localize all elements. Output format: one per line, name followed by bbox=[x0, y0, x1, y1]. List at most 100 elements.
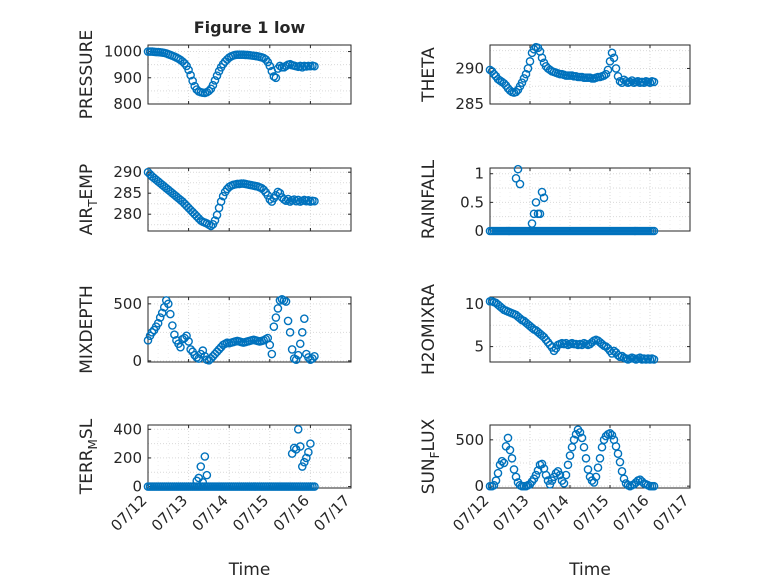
x-axis-label: Time bbox=[568, 560, 611, 580]
data-point bbox=[216, 197, 226, 206]
data-point bbox=[599, 71, 609, 80]
data-point bbox=[265, 340, 275, 350]
y-axis-label-rest: EMP bbox=[77, 164, 97, 200]
data-point bbox=[605, 429, 615, 438]
series-markers bbox=[143, 47, 319, 98]
x-axis-label: Time bbox=[228, 560, 271, 580]
data-point bbox=[147, 328, 157, 337]
data-point bbox=[198, 477, 208, 487]
y-tick-label: 280 bbox=[113, 205, 142, 223]
data-point bbox=[157, 308, 167, 318]
data-point bbox=[505, 445, 515, 455]
data-point bbox=[304, 447, 313, 457]
y-tick-label: 0 bbox=[132, 352, 142, 370]
data-point bbox=[300, 314, 309, 323]
data-point bbox=[271, 73, 281, 83]
data-point bbox=[273, 304, 283, 313]
data-point bbox=[489, 480, 499, 490]
data-point bbox=[591, 472, 601, 482]
data-point bbox=[575, 428, 585, 437]
data-point bbox=[511, 87, 521, 97]
data-point bbox=[507, 454, 517, 463]
data-point bbox=[287, 345, 297, 354]
data-point bbox=[297, 328, 307, 337]
y-axis-label-rest: LUX bbox=[419, 418, 439, 451]
data-point bbox=[649, 355, 659, 364]
data-point bbox=[549, 346, 559, 356]
data-point bbox=[310, 196, 319, 206]
data-point bbox=[143, 336, 153, 345]
panel-pressure: 800 900 1000 PRESSURE Figure 1 low bbox=[77, 18, 352, 119]
y-tick-label: 500 bbox=[455, 431, 484, 449]
data-point bbox=[259, 185, 269, 195]
series-markers bbox=[485, 42, 659, 97]
data-point bbox=[186, 345, 195, 354]
data-point bbox=[567, 442, 577, 452]
axes-background bbox=[490, 425, 690, 488]
data-point bbox=[521, 69, 531, 79]
axes-box bbox=[147, 296, 352, 363]
data-point bbox=[527, 219, 537, 228]
data-point bbox=[184, 65, 193, 75]
y-axis-label-subscript: M bbox=[86, 439, 100, 449]
data-point bbox=[625, 77, 635, 87]
y-tick-label: 290 bbox=[113, 163, 142, 181]
data-point bbox=[571, 429, 581, 439]
data-point bbox=[281, 196, 291, 206]
data-point bbox=[509, 465, 519, 474]
data-point bbox=[577, 433, 587, 443]
y-axis-label-main: MIXDEPTH bbox=[77, 285, 97, 374]
y-axis-label: PRESSURE bbox=[77, 30, 97, 119]
y-tick-label: 1 bbox=[474, 165, 484, 183]
y-axis-label-main: PRESSURE bbox=[77, 30, 97, 119]
data-point bbox=[525, 57, 535, 66]
data-point bbox=[615, 76, 625, 86]
data-point bbox=[269, 322, 279, 331]
axes-box bbox=[489, 424, 691, 489]
data-point bbox=[639, 78, 649, 87]
data-point bbox=[184, 337, 193, 346]
data-point bbox=[615, 457, 625, 467]
y-tick-label: 500 bbox=[113, 295, 142, 313]
data-point bbox=[597, 442, 607, 452]
data-point bbox=[302, 453, 311, 463]
series-markers bbox=[485, 164, 659, 236]
data-point bbox=[281, 61, 291, 71]
y-axis-label-main: THETA bbox=[419, 47, 439, 103]
data-point bbox=[583, 465, 593, 474]
data-point bbox=[577, 340, 587, 350]
data-point bbox=[529, 209, 539, 219]
axes-background bbox=[148, 425, 351, 488]
y-axis-label-main: SUN bbox=[419, 458, 439, 494]
data-point bbox=[603, 65, 613, 75]
data-point bbox=[613, 449, 623, 459]
data-point bbox=[645, 78, 655, 87]
axes-box bbox=[147, 44, 352, 105]
y-tick-label: 290 bbox=[455, 59, 484, 77]
data-point bbox=[281, 297, 291, 306]
data-point bbox=[212, 71, 222, 80]
data-point bbox=[202, 470, 212, 480]
data-point bbox=[295, 442, 305, 451]
data-point bbox=[579, 442, 589, 452]
y-tick-label: 800 bbox=[113, 95, 142, 113]
y-tick-label: 285 bbox=[113, 184, 142, 202]
data-point bbox=[166, 309, 175, 319]
series-markers bbox=[143, 294, 319, 365]
data-point bbox=[304, 353, 313, 362]
data-point bbox=[283, 194, 293, 204]
data-point bbox=[565, 451, 575, 460]
y-tick-label: 1000 bbox=[104, 43, 142, 61]
y-axis-label: THETA bbox=[419, 47, 439, 103]
data-point bbox=[271, 313, 281, 322]
data-point bbox=[619, 474, 629, 484]
y-tick-label: 0 bbox=[474, 477, 484, 495]
data-point bbox=[291, 355, 301, 365]
data-point bbox=[275, 188, 285, 198]
data-point bbox=[517, 78, 527, 87]
data-point bbox=[605, 346, 615, 356]
y-axis-label: AIRTEMP bbox=[77, 164, 100, 235]
data-point bbox=[561, 338, 571, 348]
y-tick-label: 400 bbox=[113, 420, 142, 438]
